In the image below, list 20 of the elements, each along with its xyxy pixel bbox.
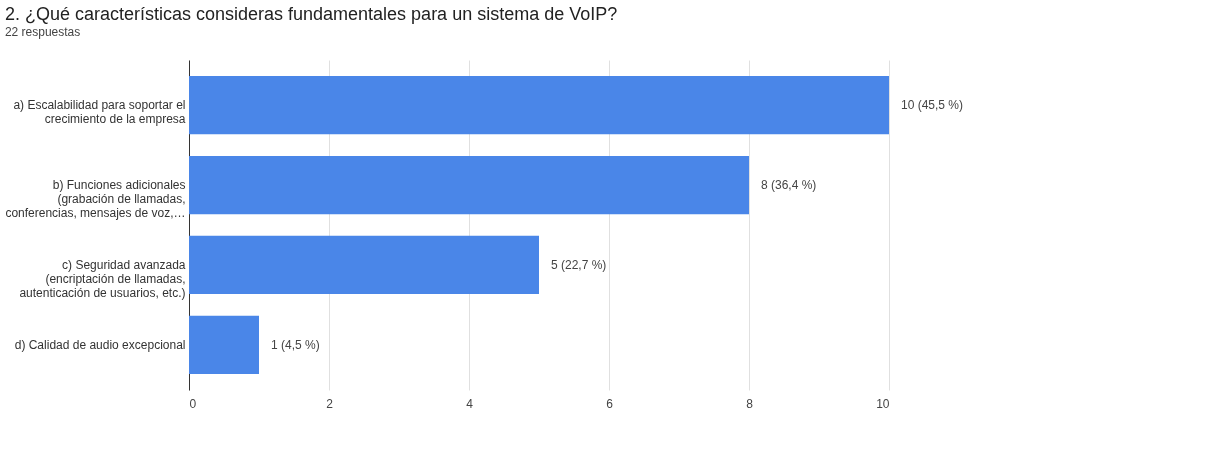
bar	[189, 235, 539, 295]
bar	[189, 315, 259, 375]
data-label: 10 (45,5 %)	[901, 98, 964, 113]
data-label: 5 (22,7 %)	[551, 257, 607, 272]
y-tick-label: c) Seguridad avanzada (encriptación de llamadas, autenticación de usuarios, etc.)	[19, 257, 186, 300]
bar	[189, 155, 749, 215]
x-tick-label: 0	[189, 396, 197, 411]
x-tick-label: 2	[326, 396, 334, 411]
x-tick-label: 8	[746, 396, 754, 411]
text: 22 respuestas	[4, 25, 81, 39]
x-tick-label: 6	[606, 396, 614, 411]
x-tick-label: 4	[466, 396, 474, 411]
y-tick-label: a) Escalabilidad para soportar el crecimiento de la empresa	[13, 98, 186, 127]
y-tick-label: d) Calidad de audio excepcional	[14, 337, 186, 352]
data-label: 8 (36,4 %)	[761, 178, 817, 193]
chart-title: 2. ¿Qué características consideras fundamentales para un sistema de VoIP?	[4, 4, 618, 24]
y-tick-label: b) Funciones adicionales (grabación de llamadas, conferencias, mensajes de voz,…	[5, 178, 186, 221]
bar	[189, 75, 889, 135]
data-label: 1 (4,5 %)	[271, 337, 320, 352]
x-tick-label: 10	[876, 396, 890, 411]
